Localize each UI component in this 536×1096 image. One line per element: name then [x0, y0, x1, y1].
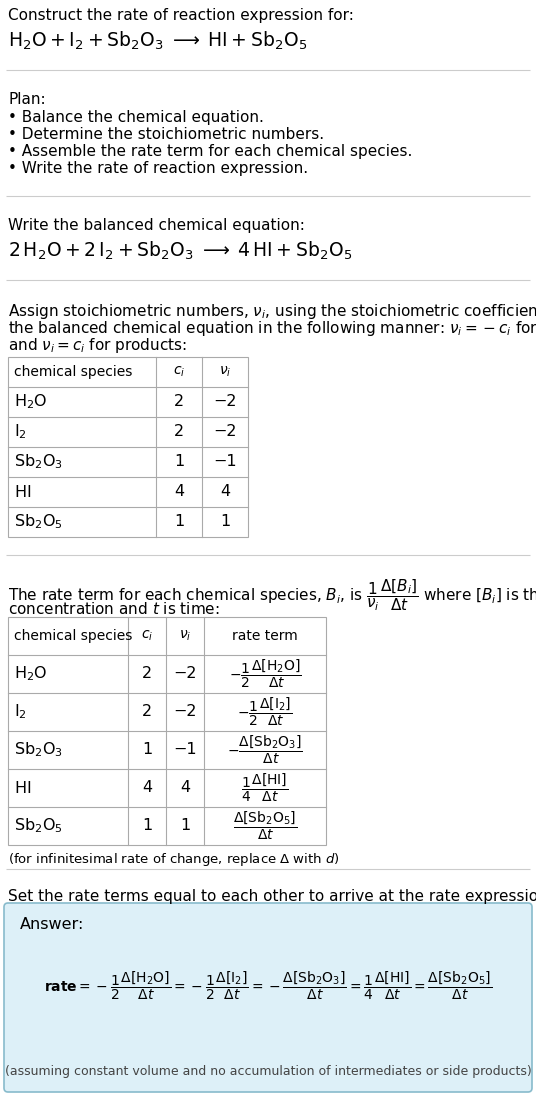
- Text: −1: −1: [213, 455, 237, 469]
- Text: 1: 1: [174, 455, 184, 469]
- Text: $\mathrm{HI}$: $\mathrm{HI}$: [14, 484, 31, 500]
- Text: Assign stoichiometric numbers, $\nu_i$, using the stoichiometric coefficients, $: Assign stoichiometric numbers, $\nu_i$, …: [8, 302, 536, 321]
- Text: 4: 4: [174, 484, 184, 500]
- Text: 2: 2: [142, 666, 152, 682]
- Text: $\mathrm{Sb_2O_5}$: $\mathrm{Sb_2O_5}$: [14, 817, 63, 835]
- Text: $\mathrm{Sb_2O_3}$: $\mathrm{Sb_2O_3}$: [14, 453, 63, 471]
- Text: 4: 4: [142, 780, 152, 796]
- Bar: [8, 617, 326, 845]
- Bar: [8, 357, 248, 537]
- Text: $\dfrac{1}{4}\dfrac{\Delta[\mathrm{HI}]}{\Delta t}$: $\dfrac{1}{4}\dfrac{\Delta[\mathrm{HI}]}…: [241, 772, 289, 804]
- Text: and $\nu_i = c_i$ for products:: and $\nu_i = c_i$ for products:: [8, 336, 187, 355]
- Text: $\mathrm{Sb_2O_3}$: $\mathrm{Sb_2O_3}$: [14, 741, 63, 760]
- Text: 1: 1: [180, 819, 190, 833]
- Text: the balanced chemical equation in the following manner: $\nu_i = -c_i$ for react: the balanced chemical equation in the fo…: [8, 319, 536, 338]
- Text: $\mathrm{H_2O}$: $\mathrm{H_2O}$: [14, 664, 47, 683]
- Text: $\mathrm{I_2}$: $\mathrm{I_2}$: [14, 703, 27, 721]
- Text: chemical species: chemical species: [14, 629, 132, 643]
- Text: $c_i$: $c_i$: [141, 629, 153, 643]
- Text: 1: 1: [220, 514, 230, 529]
- Text: $\mathrm{HI}$: $\mathrm{HI}$: [14, 780, 31, 796]
- Text: −2: −2: [173, 666, 197, 682]
- Text: • Write the rate of reaction expression.: • Write the rate of reaction expression.: [8, 161, 308, 176]
- Text: • Determine the stoichiometric numbers.: • Determine the stoichiometric numbers.: [8, 127, 324, 142]
- Text: $\mathrm{H_2O}$: $\mathrm{H_2O}$: [14, 392, 47, 411]
- Text: $-\dfrac{1}{2}\dfrac{\Delta[\mathrm{I_2}]}{\Delta t}$: $-\dfrac{1}{2}\dfrac{\Delta[\mathrm{I_2}…: [237, 696, 293, 728]
- Text: −2: −2: [213, 395, 237, 410]
- Text: $c_i$: $c_i$: [173, 365, 185, 379]
- Text: $\mathrm{H_2O + I_2 + Sb_2O_3\;\longrightarrow\;HI + Sb_2O_5}$: $\mathrm{H_2O + I_2 + Sb_2O_3\;\longrigh…: [8, 30, 307, 53]
- Text: Construct the rate of reaction expression for:: Construct the rate of reaction expressio…: [8, 8, 354, 23]
- Text: concentration and $t$ is time:: concentration and $t$ is time:: [8, 601, 220, 617]
- Text: $\mathrm{2\,H_2O + 2\,I_2 + Sb_2O_3\;\longrightarrow\;4\,HI + Sb_2O_5}$: $\mathrm{2\,H_2O + 2\,I_2 + Sb_2O_3\;\lo…: [8, 240, 352, 262]
- Text: 1: 1: [142, 742, 152, 757]
- Text: Answer:: Answer:: [20, 917, 84, 932]
- Text: −2: −2: [213, 424, 237, 439]
- Text: • Balance the chemical equation.: • Balance the chemical equation.: [8, 110, 264, 125]
- Text: −1: −1: [173, 742, 197, 757]
- Text: $\mathrm{I_2}$: $\mathrm{I_2}$: [14, 423, 27, 442]
- Text: 2: 2: [174, 395, 184, 410]
- Text: $-\dfrac{\Delta[\mathrm{Sb_2O_3}]}{\Delta t}$: $-\dfrac{\Delta[\mathrm{Sb_2O_3}]}{\Delt…: [227, 734, 303, 766]
- Text: 1: 1: [142, 819, 152, 833]
- Text: (assuming constant volume and no accumulation of intermediates or side products): (assuming constant volume and no accumul…: [5, 1065, 531, 1078]
- Text: chemical species: chemical species: [14, 365, 132, 379]
- Text: $-\dfrac{1}{2}\dfrac{\Delta[\mathrm{H_2O}]}{\Delta t}$: $-\dfrac{1}{2}\dfrac{\Delta[\mathrm{H_2O…: [229, 658, 301, 690]
- Text: • Assemble the rate term for each chemical species.: • Assemble the rate term for each chemic…: [8, 144, 412, 159]
- Text: The rate term for each chemical species, $B_i$, is $\dfrac{1}{\nu_i}\dfrac{\Delt: The rate term for each chemical species,…: [8, 576, 536, 613]
- Text: rate term: rate term: [232, 629, 298, 643]
- Text: $\mathrm{Sb_2O_5}$: $\mathrm{Sb_2O_5}$: [14, 513, 63, 532]
- Text: Set the rate terms equal to each other to arrive at the rate expression:: Set the rate terms equal to each other t…: [8, 889, 536, 904]
- Text: $\nu_i$: $\nu_i$: [179, 629, 191, 643]
- Text: $\nu_i$: $\nu_i$: [219, 365, 231, 379]
- Text: 1: 1: [174, 514, 184, 529]
- Text: 2: 2: [174, 424, 184, 439]
- Text: $\dfrac{\Delta[\mathrm{Sb_2O_5}]}{\Delta t}$: $\dfrac{\Delta[\mathrm{Sb_2O_5}]}{\Delta…: [233, 810, 297, 842]
- Text: (for infinitesimal rate of change, replace $\Delta$ with $d$): (for infinitesimal rate of change, repla…: [8, 850, 340, 868]
- Text: 2: 2: [142, 705, 152, 719]
- Text: Write the balanced chemical equation:: Write the balanced chemical equation:: [8, 218, 305, 233]
- Text: 4: 4: [180, 780, 190, 796]
- FancyBboxPatch shape: [4, 903, 532, 1092]
- Text: $\mathbf{rate} = -\dfrac{1}{2}\dfrac{\Delta[\mathrm{H_2O}]}{\Delta t} = -\dfrac{: $\mathbf{rate} = -\dfrac{1}{2}\dfrac{\De…: [44, 969, 492, 1002]
- Text: 4: 4: [220, 484, 230, 500]
- Text: Plan:: Plan:: [8, 92, 46, 107]
- Text: −2: −2: [173, 705, 197, 719]
